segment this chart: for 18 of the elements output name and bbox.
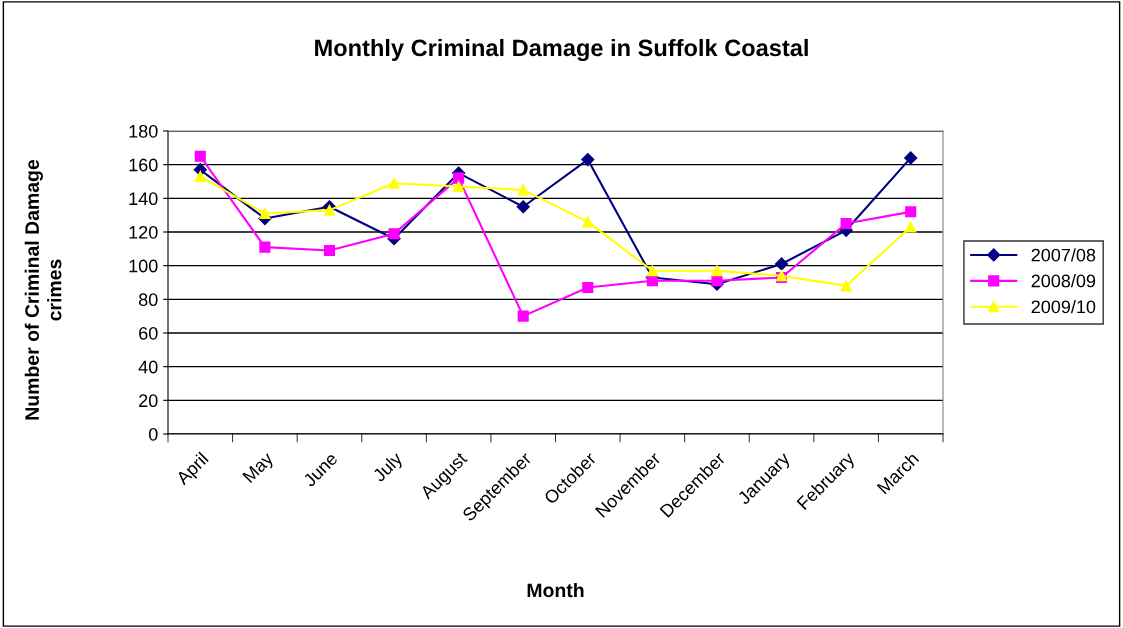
y-axis-title: Number of Criminal Damage crimes — [24, 159, 62, 420]
x-tick-label: July — [371, 450, 406, 486]
y-tick-label: 140 — [129, 192, 158, 206]
chart-title: Monthly Criminal Damage in Suffolk Coastal — [315, 38, 808, 62]
y-tick-label: 180 — [129, 124, 158, 138]
y-tick-label: 20 — [139, 394, 158, 408]
legend-label: 2009/10 — [1031, 299, 1096, 314]
y-tick-label: 80 — [138, 293, 158, 307]
y-tick-label: 40 — [138, 360, 158, 374]
y-tick-label: 0 — [148, 427, 158, 441]
x-axis-title: Month — [527, 582, 584, 598]
x-tick-label: May — [242, 451, 277, 486]
legend-label: 2007/08 — [1031, 248, 1096, 262]
y-tick-label: 60 — [139, 326, 158, 340]
y-tick-label: 100 — [129, 259, 158, 273]
y-tick-label: 160 — [129, 158, 158, 172]
y-tick-label: 120 — [129, 225, 158, 239]
legend-label: 2008/09 — [1031, 274, 1096, 288]
